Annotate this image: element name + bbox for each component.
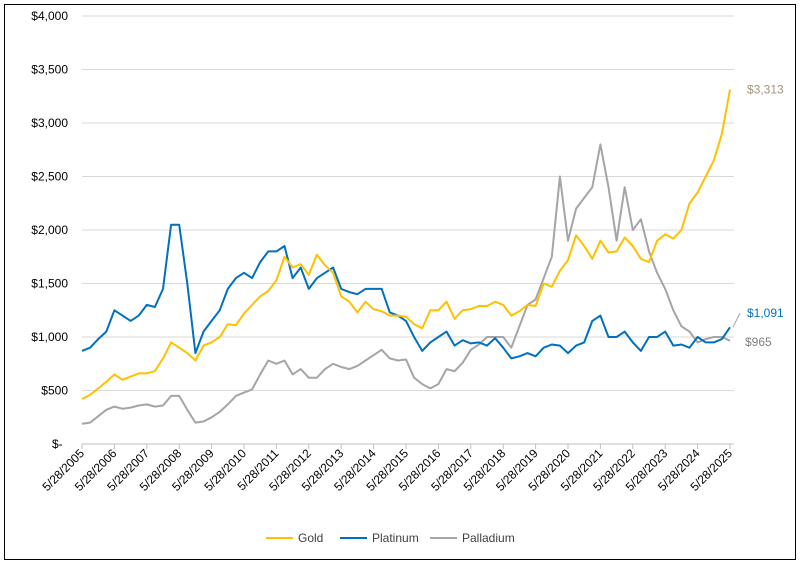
y-tick-label: $3,000	[31, 116, 68, 130]
end-label-palladium: $965	[745, 335, 772, 349]
end-label-gold: $3,313	[747, 83, 784, 97]
series-line-palladium	[81, 143, 731, 425]
y-tick-label: $2,000	[31, 223, 68, 237]
y-tick-label: $1,500	[31, 277, 68, 291]
end-label-platinum: $1,091	[747, 306, 784, 320]
y-tick-label: $1,000	[31, 330, 68, 344]
legend-label-palladium: Palladium	[462, 531, 515, 545]
y-tick-label: $-	[52, 437, 63, 451]
legend-label-gold: Gold	[298, 531, 323, 545]
y-tick-label: $500	[41, 384, 68, 398]
series-line-gold	[81, 89, 731, 400]
legend-label-platinum: Platinum	[372, 531, 419, 545]
chart-frame	[4, 4, 796, 560]
y-tick-label: $4,000	[31, 9, 68, 23]
leader-line	[732, 312, 741, 328]
y-tick-label: $2,500	[31, 170, 68, 184]
y-tick-label: $3,500	[31, 63, 68, 77]
